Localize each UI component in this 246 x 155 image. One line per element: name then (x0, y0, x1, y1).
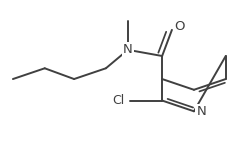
Text: N: N (123, 43, 133, 56)
Text: O: O (174, 20, 184, 33)
Text: Cl: Cl (112, 94, 124, 107)
Text: N: N (196, 105, 206, 118)
